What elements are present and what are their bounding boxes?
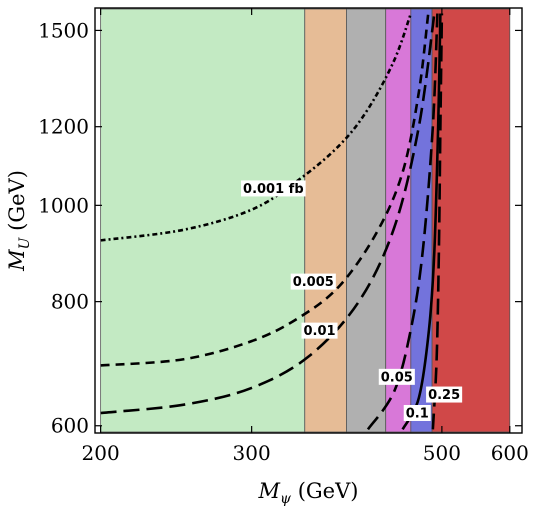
y-axis-title: MU (GeV): [5, 170, 33, 272]
contour-line-5: [431, 13, 444, 430]
y-tick-label: 1000: [38, 193, 89, 217]
contour-label-5: 0.25: [426, 386, 463, 403]
region-band-5: [431, 8, 511, 433]
contour-label-3: 0.05: [378, 368, 415, 385]
x-tick-label: 500: [423, 441, 461, 465]
y-tick-label: 1200: [38, 115, 89, 139]
cross-section-contours: [100, 13, 444, 431]
x-axis-unit: (GeV): [291, 479, 358, 503]
contour-label-box: [378, 368, 415, 385]
region-band-1: [304, 8, 347, 433]
x-tick-label: 200: [82, 441, 120, 465]
region-band-0: [100, 8, 306, 433]
contour-label-text: 0.25: [428, 388, 460, 403]
contour-label-box: [290, 273, 336, 290]
contour-line-4: [401, 13, 442, 431]
contour-label-box: [241, 180, 306, 197]
x-tick-label: 300: [233, 441, 271, 465]
x-axis-symbol: M: [258, 479, 281, 503]
contour-labels: 0.001 fb 0.005 0.01 0.05 0.1 0.25: [241, 180, 463, 421]
mass-regions: [100, 8, 511, 433]
contour-label-0: 0.001 fb: [241, 180, 306, 197]
contour-label-2: 0.01: [301, 322, 338, 339]
plot-frame: [94, 7, 523, 434]
contour-line-3: [366, 13, 439, 431]
axis-ticks: 200 300 500 600 600 800 1000 1200 1500: [38, 8, 529, 465]
contour-label-text: 0.001 fb: [243, 182, 304, 197]
contour-label-text: 0.05: [381, 370, 413, 385]
contour-label-box: [301, 322, 338, 339]
y-axis-unit: (GeV): [5, 170, 29, 237]
region-band-4: [410, 8, 433, 433]
y-axis-subscript: U: [17, 236, 33, 249]
x-axis-subscript: ψ: [280, 491, 292, 507]
contour-label-text: 0.1: [406, 406, 429, 421]
y-tick-label: 600: [51, 414, 89, 438]
contour-label-box: [403, 404, 431, 421]
contour-label-text: 0.005: [293, 275, 334, 290]
region-band-3: [385, 8, 412, 433]
contour-label-text: 0.01: [304, 324, 336, 339]
contour-label-box: [426, 386, 463, 403]
contour-label-4: 0.1: [403, 404, 431, 421]
contour-line-1: [100, 13, 430, 367]
y-axis-symbol: M: [5, 249, 29, 272]
x-axis-title: Mψ (GeV): [258, 479, 359, 507]
x-tick-label: 600: [491, 441, 529, 465]
y-tick-label: 1500: [38, 18, 89, 42]
contour-label-1: 0.005: [290, 273, 336, 290]
region-band-2: [346, 8, 387, 433]
y-tick-label: 800: [51, 290, 89, 314]
